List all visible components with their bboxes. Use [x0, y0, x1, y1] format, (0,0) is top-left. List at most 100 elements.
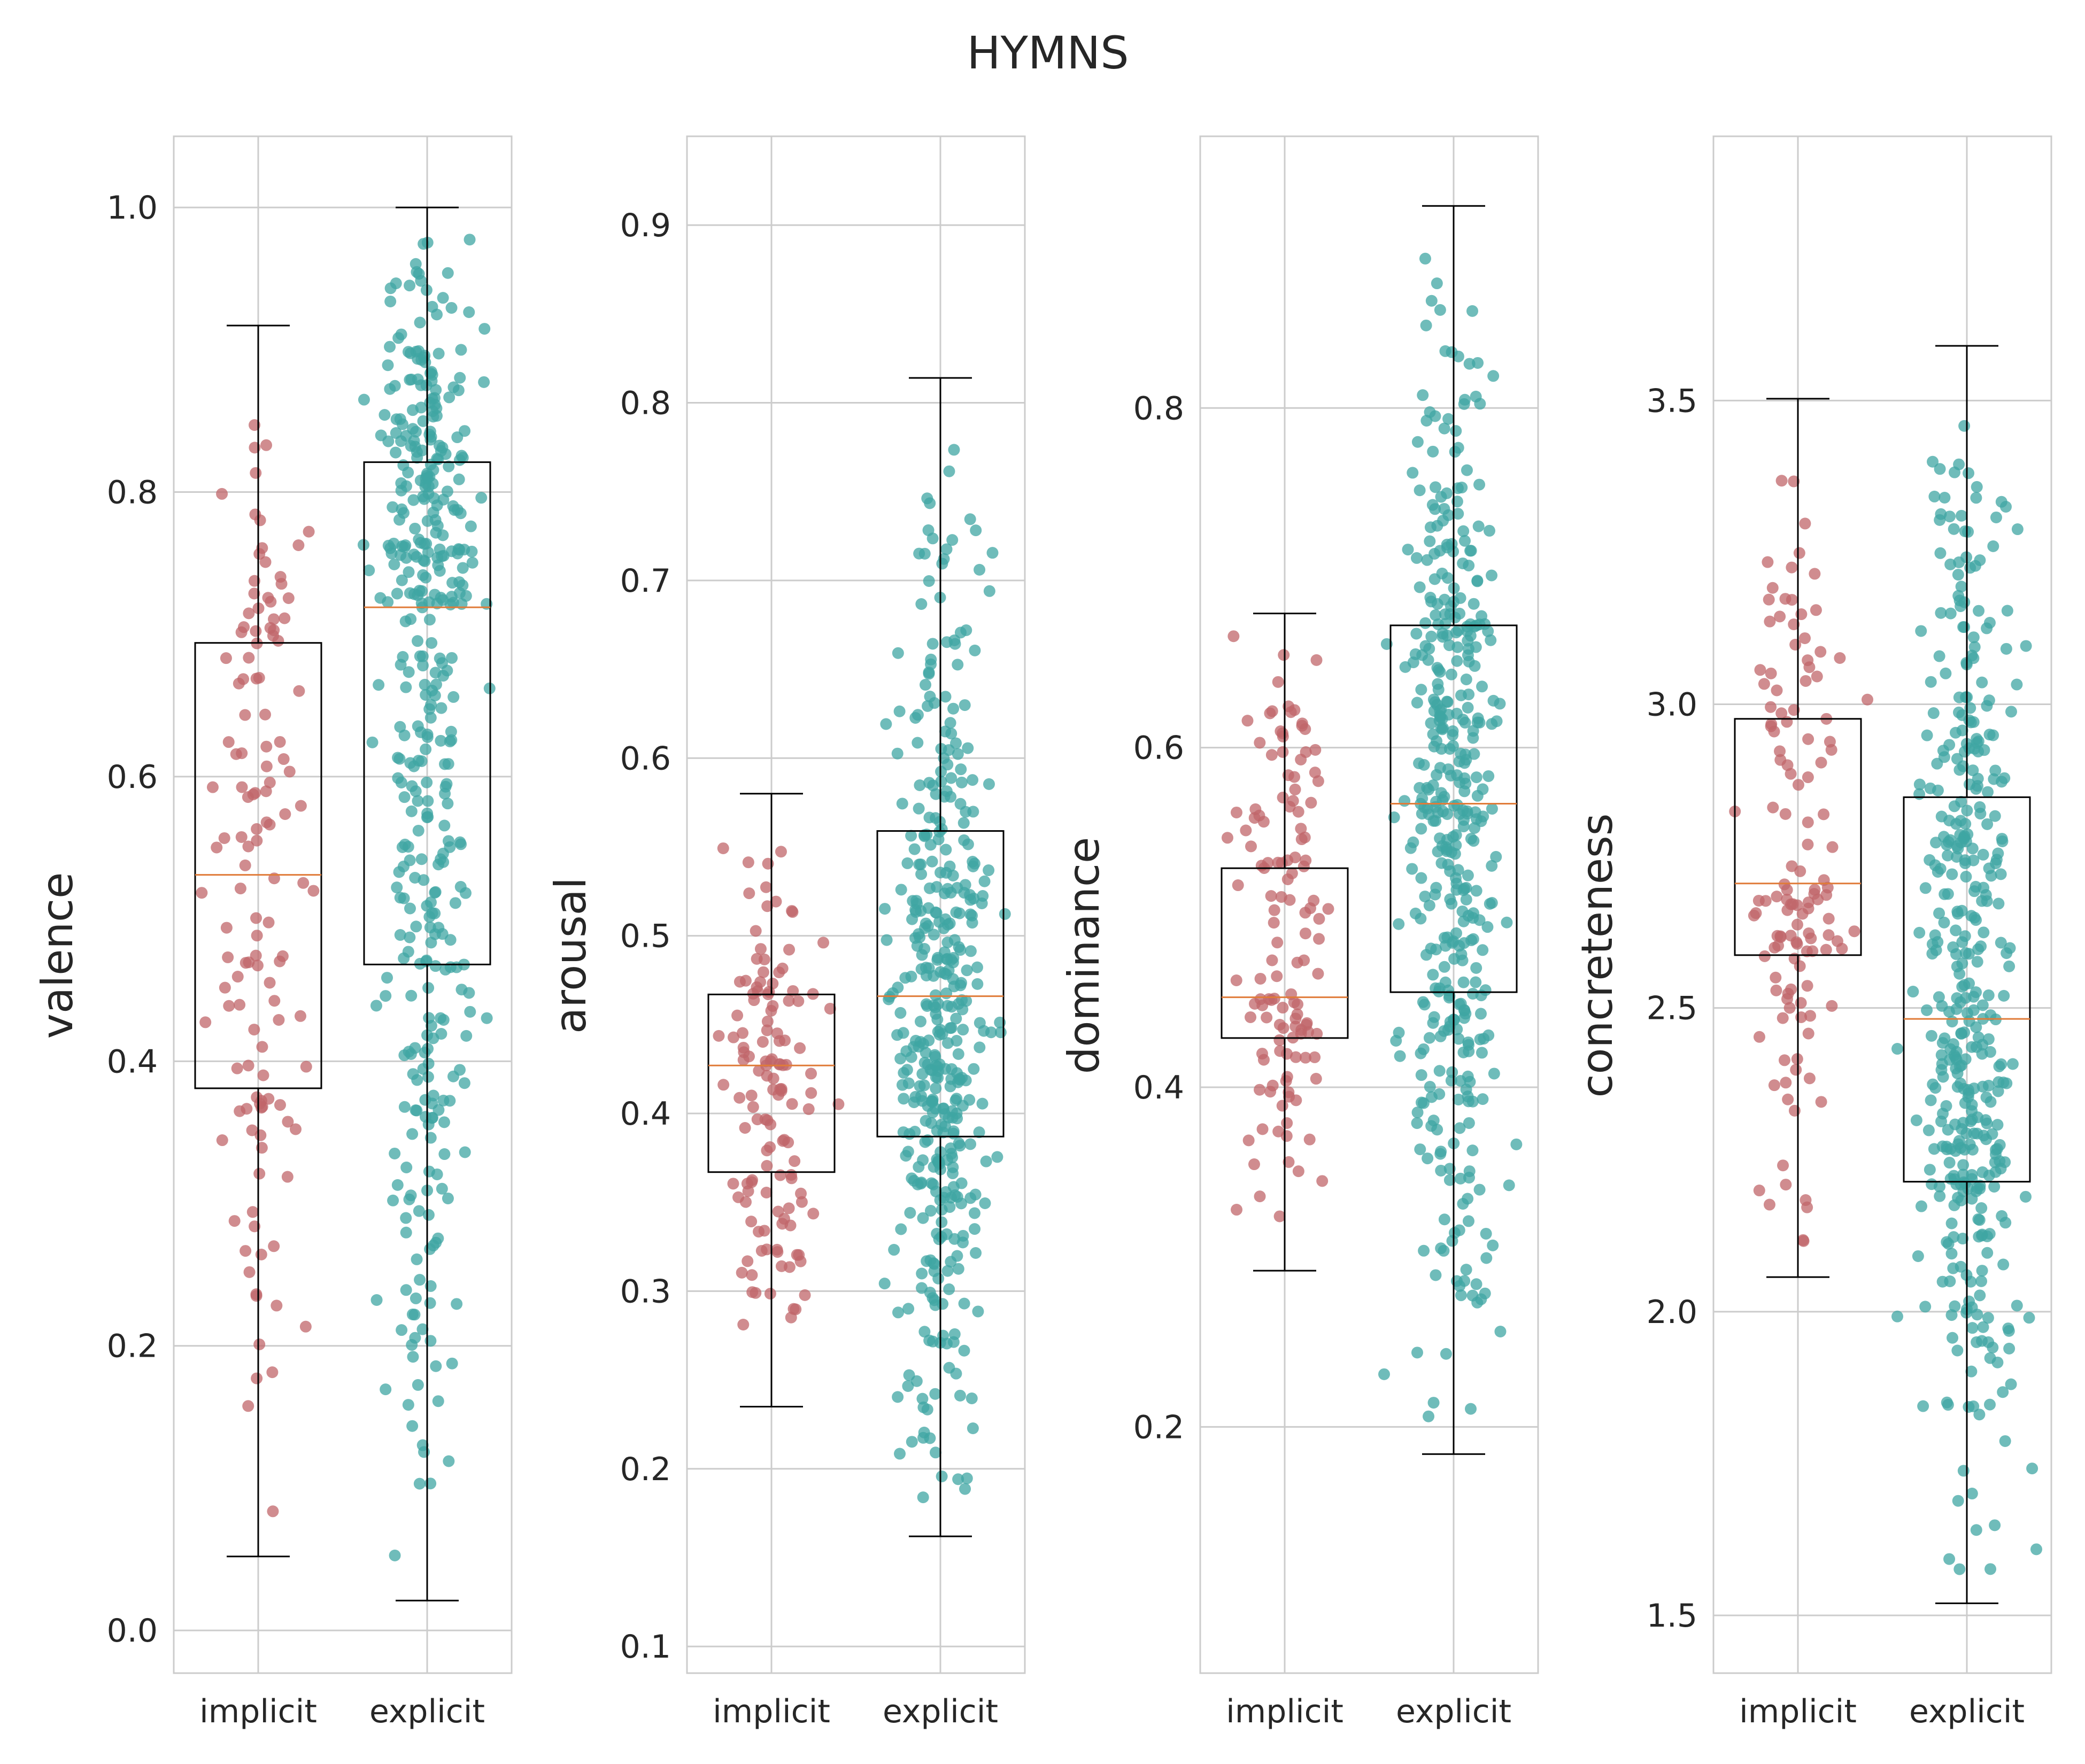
- data-point: [415, 275, 427, 287]
- x-tick-label: implicit: [713, 1693, 830, 1730]
- data-point: [760, 881, 772, 893]
- data-point: [773, 1058, 785, 1071]
- data-point: [1953, 458, 1965, 470]
- data-point: [761, 1024, 773, 1036]
- data-point: [1463, 1165, 1476, 1178]
- data-point: [1434, 666, 1446, 678]
- data-point: [943, 1283, 955, 1295]
- data-point: [918, 1326, 931, 1338]
- data-point: [1943, 1157, 1956, 1169]
- data-point: [1929, 859, 1941, 871]
- data-point: [454, 1064, 466, 1076]
- data-point: [404, 854, 416, 866]
- data-point: [1990, 1144, 2002, 1156]
- data-point: [253, 1167, 266, 1180]
- data-point: [783, 1261, 796, 1273]
- data-point: [1424, 535, 1436, 547]
- data-point: [1254, 1190, 1266, 1203]
- data-point: [264, 977, 276, 989]
- data-point: [1982, 786, 1994, 798]
- data-point: [431, 597, 443, 609]
- data-point: [1419, 617, 1432, 629]
- data-point: [1947, 1038, 1959, 1050]
- data-point: [422, 1071, 434, 1083]
- data-point: [745, 1089, 758, 1102]
- data-point: [1434, 711, 1447, 723]
- data-point: [397, 459, 410, 471]
- data-point: [2020, 640, 2032, 652]
- data-point: [405, 989, 418, 1002]
- data-point: [915, 858, 927, 870]
- data-point: [1452, 442, 1464, 454]
- data-point: [1774, 610, 1786, 623]
- data-point: [1802, 654, 1814, 667]
- points-implicit: [1729, 475, 1873, 1247]
- data-point: [1763, 1198, 1775, 1211]
- data-point: [1436, 567, 1448, 579]
- data-point: [1458, 535, 1471, 547]
- data-point: [404, 757, 416, 769]
- data-point: [1797, 1234, 1809, 1246]
- iqr-box: [1903, 796, 2031, 1183]
- data-point: [761, 900, 774, 912]
- data-point: [1469, 660, 1481, 672]
- data-point: [404, 374, 416, 386]
- data-point: [415, 597, 428, 609]
- data-point: [1463, 358, 1476, 370]
- data-point: [426, 1097, 438, 1110]
- boxplot-explicit: [1389, 205, 1518, 1455]
- data-point: [1416, 792, 1428, 804]
- data-point: [251, 960, 264, 972]
- data-point: [384, 341, 396, 353]
- data-point: [1299, 907, 1311, 919]
- data-point: [1971, 737, 1983, 749]
- data-point: [923, 777, 936, 789]
- data-point: [787, 1303, 800, 1315]
- data-point: [926, 1095, 938, 1107]
- data-point: [442, 798, 454, 810]
- data-point: [238, 621, 250, 633]
- data-point: [437, 1094, 450, 1107]
- data-point: [1463, 1117, 1475, 1129]
- data-point: [1466, 305, 1479, 317]
- data-point: [1779, 593, 1791, 605]
- data-point: [1983, 1398, 1996, 1411]
- data-point: [1411, 436, 1424, 448]
- data-point: [717, 842, 729, 854]
- data-point: [761, 1159, 773, 1172]
- data-point: [421, 515, 434, 527]
- data-point: [1443, 992, 1455, 1004]
- data-point: [930, 906, 942, 918]
- data-point: [1450, 425, 1462, 437]
- data-point: [418, 1446, 430, 1458]
- data-point: [1460, 1264, 1472, 1276]
- data-point: [1455, 997, 1467, 1010]
- data-point: [1468, 598, 1480, 610]
- data-point: [1987, 540, 1999, 552]
- data-point: [754, 943, 767, 955]
- data-point: [789, 1155, 801, 1167]
- data-point: [222, 951, 234, 963]
- data-point: [243, 1266, 256, 1278]
- data-point: [248, 1024, 260, 1036]
- data-point: [947, 1125, 960, 1138]
- data-point: [424, 367, 437, 380]
- data-point: [243, 652, 255, 664]
- y-axis-label: concreteness: [1572, 814, 1622, 1098]
- data-point: [1765, 701, 1777, 713]
- data-point: [1482, 1029, 1495, 1041]
- data-point: [1474, 1008, 1487, 1020]
- data-point: [1976, 1265, 1988, 1277]
- data-point: [1770, 984, 1782, 996]
- data-point: [1423, 1410, 1435, 1422]
- data-point: [1443, 1174, 1456, 1186]
- data-point: [454, 881, 467, 893]
- data-point: [1984, 1096, 1997, 1108]
- data-point: [230, 748, 242, 760]
- data-point: [1486, 860, 1498, 872]
- data-point: [1811, 670, 1823, 683]
- points-implicit: [1221, 630, 1334, 1223]
- data-point: [1418, 999, 1431, 1011]
- data-point: [1471, 575, 1484, 587]
- points-explicit: [1891, 420, 2042, 1575]
